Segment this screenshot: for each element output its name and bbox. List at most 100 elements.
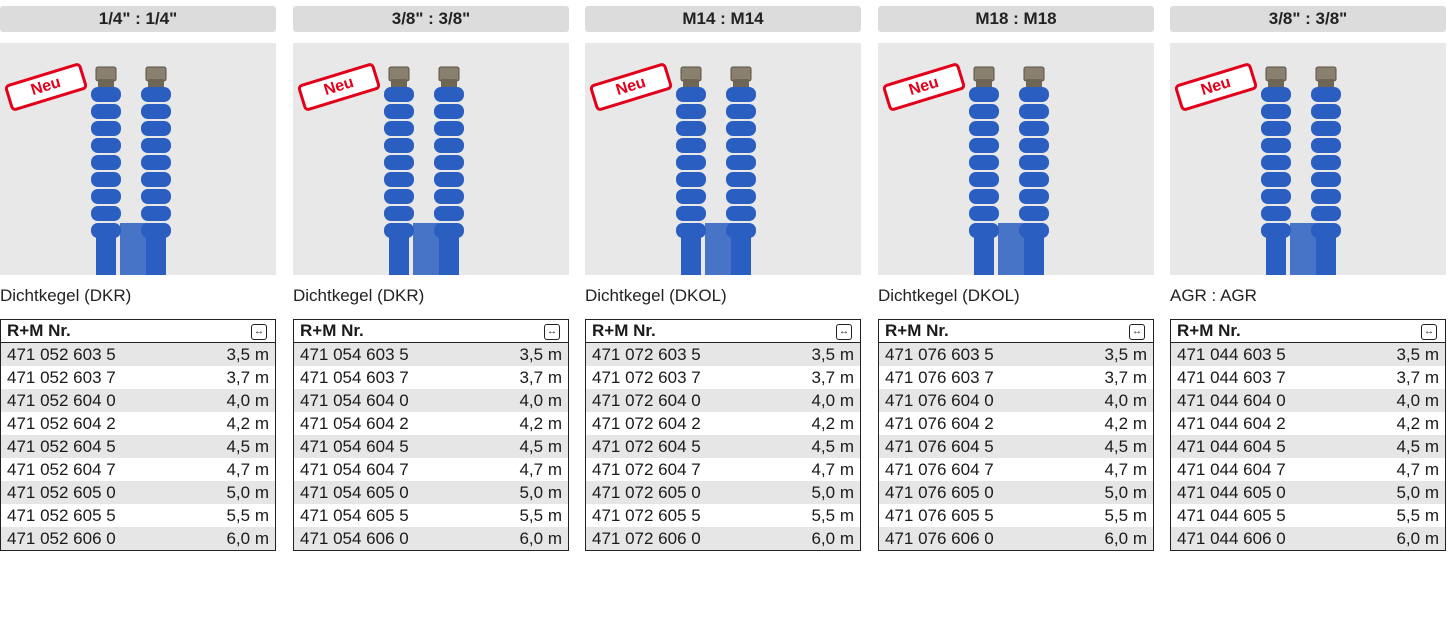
article-number: 471 072 605 0 (585, 481, 775, 504)
table-row: 471 044 603 7 3,7 m (1171, 366, 1446, 389)
product-column: M14 : M14 Neu Dichtkegel (DKOL) R+M Nr. … (585, 6, 861, 551)
hose-length: 5,5 m (811, 505, 854, 525)
thread-size-header: M14 : M14 (585, 6, 861, 32)
hose-junction (120, 223, 150, 275)
hose-length: 4,7 m (1396, 459, 1439, 479)
hose-left (676, 66, 706, 275)
hose-length: 4,7 m (811, 459, 854, 479)
table-row: 471 052 603 7 3,7 m (1, 366, 276, 389)
article-number: 471 052 604 5 (0, 435, 190, 458)
table-row: 471 054 604 2 4,2 m (294, 412, 569, 435)
table-row: 471 072 604 7 4,7 m (586, 458, 861, 481)
article-number: 471 076 606 0 (878, 527, 1068, 551)
connection-type-label: Dichtkegel (DKOL) (585, 286, 727, 305)
hose-right (1311, 66, 1341, 275)
table-row: 471 052 604 2 4,2 m (1, 412, 276, 435)
article-number: 471 052 604 2 (7, 413, 116, 433)
hose-length: 4,2 m (519, 413, 562, 433)
article-number: 471 054 604 5 (293, 435, 483, 458)
hose-left (384, 66, 414, 275)
table-row: 471 076 604 0 4,0 m (878, 389, 1154, 412)
hose-illustration (384, 66, 464, 275)
article-number: 471 072 605 5 (592, 505, 701, 525)
hose-length: 4,0 m (1067, 389, 1154, 412)
hose-illustration (91, 66, 171, 275)
article-number: 471 052 604 0 (0, 389, 190, 412)
hose-length: 3,7 m (1104, 367, 1147, 387)
table-row: 471 044 604 2 4,2 m (1171, 412, 1446, 435)
article-number: 471 076 604 7 (885, 459, 994, 479)
article-number: 471 044 604 7 (1177, 459, 1286, 479)
connection-type-label: Dichtkegel (DKR) (293, 286, 425, 305)
table-row: 471 044 605 0 5,0 m (1170, 481, 1446, 504)
table-row: 471 052 604 0 4,0 m (0, 389, 276, 412)
hose-length: 3,5 m (189, 342, 276, 366)
article-number: 471 072 603 5 (585, 342, 775, 366)
hose-length: 3,7 m (226, 367, 269, 387)
hose-length: 4,5 m (1359, 435, 1446, 458)
article-number: 471 052 604 7 (7, 459, 116, 479)
article-number: 471 054 603 7 (300, 367, 409, 387)
table-row: 471 072 605 5 5,5 m (586, 504, 861, 527)
hose-length: 4,2 m (1396, 413, 1439, 433)
hose-length: 4,0 m (189, 389, 276, 412)
length-header: ↔ (1067, 319, 1154, 343)
article-number-header: R+M Nr. (293, 319, 483, 343)
table-row: 471 072 603 5 3,5 m (585, 342, 861, 366)
article-number: 471 044 604 2 (1177, 413, 1286, 433)
hose-right (434, 66, 464, 275)
article-number: 471 072 603 7 (592, 367, 701, 387)
length-arrows-icon: ↔ (251, 323, 267, 340)
article-number-header: R+M Nr. (878, 319, 1068, 343)
table-row: 471 076 605 5 5,5 m (879, 504, 1154, 527)
article-number: 471 076 604 0 (878, 389, 1068, 412)
article-number: 471 054 605 0 (293, 481, 483, 504)
article-table: R+M Nr. ↔ 471 052 603 5 3,5 m 471 052 603 … (0, 319, 276, 551)
article-number: 471 044 603 5 (1170, 342, 1360, 366)
thread-size-header: M18 : M18 (878, 6, 1154, 32)
hose-product-image: Neu (585, 43, 861, 275)
table-row: 471 044 606 0 6,0 m (1170, 527, 1446, 551)
article-number: 471 054 604 0 (293, 389, 483, 412)
hose-length: 3,5 m (1359, 342, 1446, 366)
hose-length: 4,2 m (226, 413, 269, 433)
hose-length: 3,5 m (774, 342, 861, 366)
hose-right (1019, 66, 1049, 275)
table-row: 471 054 605 0 5,0 m (293, 481, 569, 504)
table-row: 471 076 603 5 3,5 m (878, 342, 1154, 366)
hose-length: 5,5 m (226, 505, 269, 525)
article-number: 471 044 605 0 (1170, 481, 1360, 504)
table-row: 471 054 603 7 3,7 m (294, 366, 569, 389)
hose-length: 6,0 m (1359, 527, 1446, 551)
length-arrows-icon: ↔ (836, 323, 852, 340)
article-number: 471 076 605 0 (878, 481, 1068, 504)
table-row: 471 044 603 5 3,5 m (1170, 342, 1446, 366)
hose-junction (413, 223, 443, 275)
article-number: 471 076 604 2 (885, 413, 994, 433)
article-number: 471 044 603 7 (1177, 367, 1286, 387)
product-column: 3/8" : 3/8" Neu Dichtkegel (DKR) R+M Nr.… (293, 6, 569, 551)
hose-length: 4,2 m (1104, 413, 1147, 433)
article-number: 471 052 605 5 (7, 505, 116, 525)
hose-length: 5,5 m (1396, 505, 1439, 525)
table-row: 471 052 603 5 3,5 m (0, 342, 276, 366)
table-row: 471 072 604 2 4,2 m (586, 412, 861, 435)
article-number: 471 054 606 0 (293, 527, 483, 551)
length-header: ↔ (482, 319, 569, 343)
table-row: 471 072 605 0 5,0 m (585, 481, 861, 504)
article-number: 471 054 604 7 (300, 459, 409, 479)
table-row: 471 054 604 5 4,5 m (293, 435, 569, 458)
length-arrows-icon: ↔ (1129, 323, 1145, 340)
article-number: 471 052 605 0 (0, 481, 190, 504)
table-row: 471 052 604 5 4,5 m (0, 435, 276, 458)
article-number: 471 044 606 0 (1170, 527, 1360, 551)
table-row: 471 044 604 0 4,0 m (1170, 389, 1446, 412)
table-row: 471 054 606 0 6,0 m (293, 527, 569, 551)
hose-length: 3,5 m (482, 342, 569, 366)
table-header-row: R+M Nr. ↔ (293, 319, 569, 343)
hose-length: 6,0 m (774, 527, 861, 551)
length-arrows-icon: ↔ (544, 323, 560, 340)
table-row: 471 076 604 5 4,5 m (878, 435, 1154, 458)
hose-illustration (676, 66, 756, 275)
